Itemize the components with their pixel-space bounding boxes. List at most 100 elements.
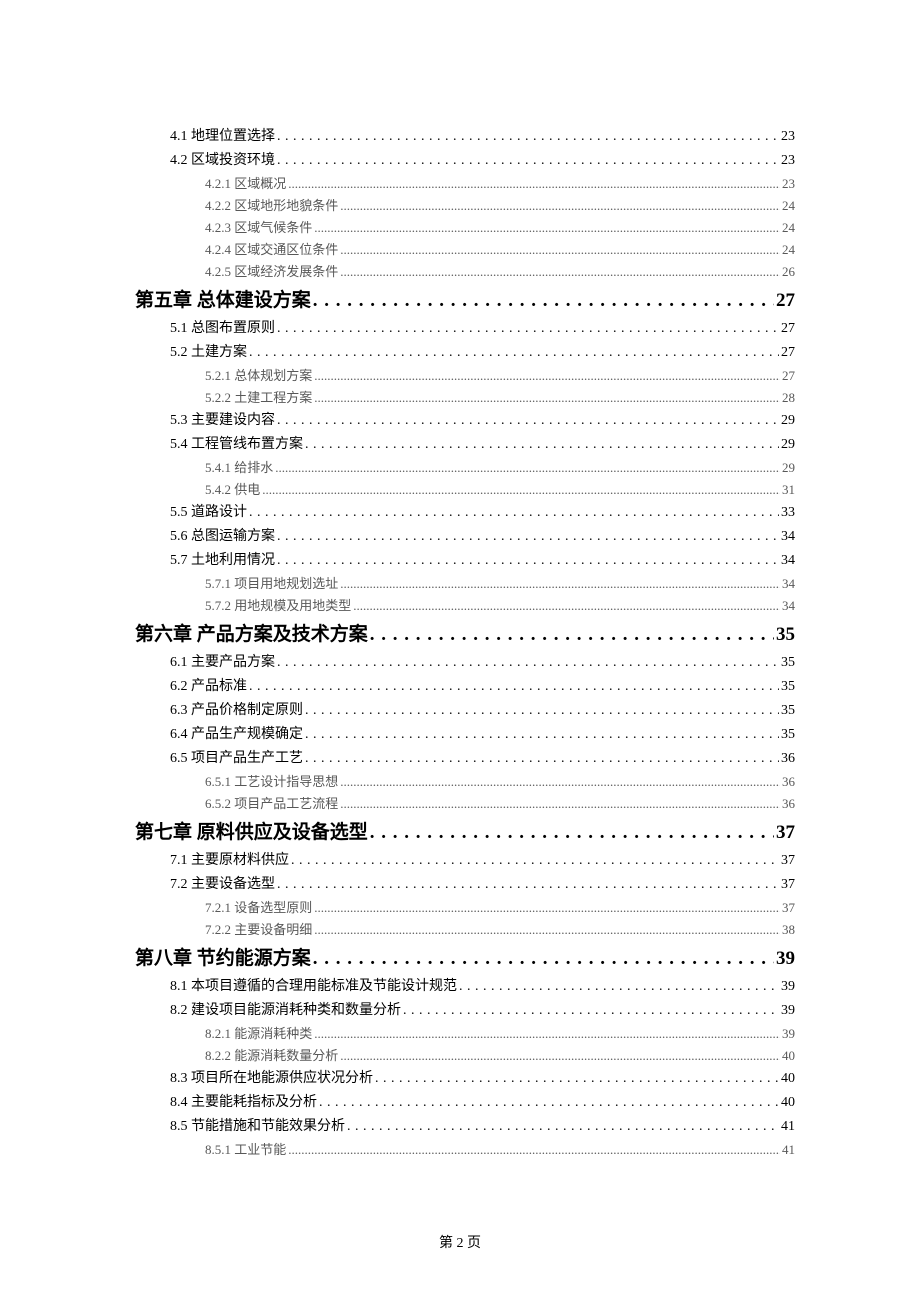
toc-entry-page: 34 (782, 573, 795, 595)
toc-entry-leader (249, 341, 779, 365)
toc-entry-label: 第八章 节约能源方案 (135, 945, 311, 973)
toc-entry-label: 5.6 总图运输方案 (170, 525, 275, 549)
toc-entry-label: 第五章 总体建设方案 (135, 287, 311, 315)
toc-entry: 第六章 产品方案及技术方案35 (135, 621, 795, 649)
toc-entry: 6.1 主要产品方案35 (170, 651, 795, 675)
toc-entry: 第八章 节约能源方案39 (135, 945, 795, 973)
toc-entry-leader (277, 317, 779, 341)
toc-entry-page: 23 (781, 125, 795, 149)
toc-entry-label: 7.2.1 设备选型原则 (205, 897, 312, 919)
toc-entry-leader (305, 723, 779, 747)
toc-entry-page: 26 (782, 261, 795, 283)
toc-entry-page: 38 (782, 919, 795, 941)
toc-entry-leader (370, 819, 774, 847)
toc-entry-label: 5.3 主要建设内容 (170, 409, 275, 433)
toc-entry: 5.4 工程管线布置方案29 (170, 433, 795, 457)
toc-entry-label: 5.7.2 用地规模及用地类型 (205, 595, 351, 617)
toc-entry-leader (262, 479, 780, 501)
toc-entry-label: 5.2 土建方案 (170, 341, 247, 365)
toc-entry-page: 35 (781, 699, 795, 723)
toc-entry-page: 33 (781, 501, 795, 525)
toc-entry: 5.7.2 用地规模及用地类型34 (205, 595, 795, 617)
toc-entry-leader (305, 433, 779, 457)
toc-entry: 7.2 主要设备选型 37 (170, 873, 795, 897)
toc-entry-label: 7.1 主要原材料供应 (170, 849, 289, 873)
toc-entry-page: 27 (781, 341, 795, 365)
toc-entry-label: 4.2.2 区域地形地貌条件 (205, 195, 338, 217)
toc-entry-leader (340, 793, 780, 815)
toc-entry-label: 6.1 主要产品方案 (170, 651, 275, 675)
toc-entry-label: 5.4 工程管线布置方案 (170, 433, 303, 457)
toc-entry: 8.5.1 工业节能41 (205, 1139, 795, 1161)
toc-entry-page: 24 (782, 239, 795, 261)
toc-entry-page: 39 (782, 1023, 795, 1045)
toc-entry-label: 4.2.3 区域气候条件 (205, 217, 312, 239)
toc-entry: 4.2.3 区域气候条件 24 (205, 217, 795, 239)
toc-entry-leader (288, 1139, 780, 1161)
toc-entry: 8.4 主要能耗指标及分析40 (170, 1091, 795, 1115)
toc-entry-leader (277, 651, 779, 675)
toc-entry-page: 37 (781, 873, 795, 897)
toc-entry-label: 7.2 主要设备选型 (170, 873, 275, 897)
toc-entry-page: 24 (782, 217, 795, 239)
toc-entry-label: 8.2.2 能源消耗数量分析 (205, 1045, 338, 1067)
toc-entry-leader (277, 125, 779, 149)
toc-entry-leader (277, 549, 779, 573)
toc-entry-label: 4.2.1 区域概况 (205, 173, 286, 195)
toc-entry-label: 5.1 总图布置原则 (170, 317, 275, 341)
toc-entry: 5.3 主要建设内容29 (170, 409, 795, 433)
toc-entry: 5.6 总图运输方案 34 (170, 525, 795, 549)
toc-entry-label: 6.3 产品价格制定原则 (170, 699, 303, 723)
toc-entry-page: 41 (781, 1115, 795, 1139)
toc-entry-label: 6.5.1 工艺设计指导思想 (205, 771, 338, 793)
toc-entry-leader (313, 287, 774, 315)
toc-entry-page: 41 (782, 1139, 795, 1161)
toc-entry: 8.1 本项目遵循的合理用能标准及节能设计规范39 (170, 975, 795, 999)
toc-entry-leader (459, 975, 779, 999)
toc-entry-label: 第六章 产品方案及技术方案 (135, 621, 368, 649)
toc-container: 4.1 地理位置选择234.2 区域投资环境234.2.1 区域概况234.2.… (135, 125, 795, 1161)
toc-entry-page: 39 (781, 999, 795, 1023)
toc-entry-leader (291, 849, 779, 873)
toc-entry: 6.3 产品价格制定原则 35 (170, 699, 795, 723)
toc-entry-leader (277, 873, 779, 897)
toc-entry-leader (275, 457, 780, 479)
toc-entry-label: 6.5.2 项目产品工艺流程 (205, 793, 338, 815)
toc-entry-leader (340, 573, 780, 595)
toc-entry-leader (319, 1091, 779, 1115)
toc-entry: 6.4 产品生产规模确定 35 (170, 723, 795, 747)
toc-entry-page: 35 (781, 675, 795, 699)
toc-entry-label: 6.4 产品生产规模确定 (170, 723, 303, 747)
toc-entry-page: 36 (781, 747, 795, 771)
toc-entry: 6.5 项目产品生产工艺36 (170, 747, 795, 771)
toc-entry-leader (249, 675, 779, 699)
toc-entry-page: 23 (781, 149, 795, 173)
toc-entry: 5.2.1 总体规划方案27 (205, 365, 795, 387)
toc-entry-leader (353, 595, 780, 617)
toc-entry-label: 5.5 道路设计 (170, 501, 247, 525)
toc-entry-label: 第七章 原料供应及设备选型 (135, 819, 368, 847)
toc-entry-page: 28 (782, 387, 795, 409)
toc-entry-page: 34 (781, 525, 795, 549)
toc-entry-page: 37 (782, 897, 795, 919)
toc-entry-page: 34 (781, 549, 795, 573)
toc-entry-page: 36 (782, 793, 795, 815)
toc-entry-leader (314, 897, 780, 919)
toc-entry-leader (340, 771, 780, 793)
toc-entry: 5.7 土地利用情况34 (170, 549, 795, 573)
toc-entry-label: 8.2.1 能源消耗种类 (205, 1023, 312, 1045)
toc-entry-leader (347, 1115, 779, 1139)
toc-entry: 4.2.1 区域概况23 (205, 173, 795, 195)
toc-entry-leader (314, 217, 780, 239)
toc-entry-leader (375, 1067, 779, 1091)
toc-entry-leader (277, 409, 779, 433)
toc-entry-label: 5.7.1 项目用地规划选址 (205, 573, 338, 595)
toc-entry-leader (305, 747, 779, 771)
toc-entry-label: 8.4 主要能耗指标及分析 (170, 1091, 317, 1115)
toc-entry-label: 8.2 建设项目能源消耗种类和数量分析 (170, 999, 401, 1023)
toc-entry-page: 35 (781, 723, 795, 747)
toc-entry-leader (277, 149, 779, 173)
toc-entry: 5.1 总图布置原则27 (170, 317, 795, 341)
toc-entry: 5.5 道路设计 33 (170, 501, 795, 525)
toc-entry-page: 39 (781, 975, 795, 999)
